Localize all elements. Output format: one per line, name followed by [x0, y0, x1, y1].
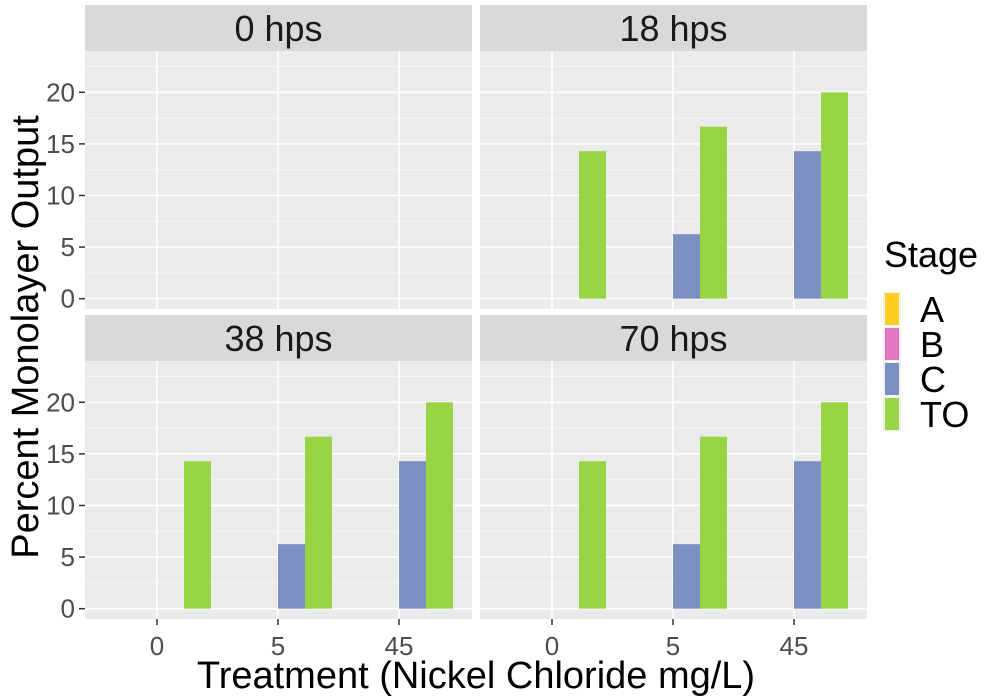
bar-C-5	[673, 544, 700, 609]
y-tick-label: 20	[46, 387, 75, 417]
x-tick-label: 45	[780, 631, 809, 661]
facet-panel: 18 hps	[480, 5, 867, 309]
legend-label-C: C	[920, 359, 946, 400]
facet-strip	[85, 5, 472, 51]
y-axis-title: Percent Monolayer Output	[5, 115, 47, 559]
facet-panels: 0 hps 18 hps 38 hps 70 hps	[85, 5, 867, 619]
y-tick-label: 20	[46, 77, 75, 107]
legend-swatch-A	[885, 293, 899, 325]
bar-TO-45	[821, 402, 848, 609]
facet-title: 70 hps	[619, 318, 727, 359]
legend-label-TO: TO	[920, 394, 969, 435]
legend-title: Stage	[884, 234, 978, 275]
bar-TO-45	[426, 402, 453, 609]
facet-title: 0 hps	[234, 8, 322, 49]
y-tick-label: 15	[46, 439, 75, 469]
y-tick-label: 0	[61, 594, 75, 624]
x-tick-label: 5	[666, 631, 680, 661]
y-tick-label: 5	[61, 232, 75, 262]
y-tick-label: 0	[61, 284, 75, 314]
y-tick-label: 10	[46, 180, 75, 210]
bar-C-45	[794, 151, 821, 299]
legend-swatch-B	[885, 328, 899, 360]
facet-strip	[85, 315, 472, 361]
facet-title: 38 hps	[224, 318, 332, 359]
bar-TO-5	[305, 436, 332, 609]
legend-swatch-TO	[885, 398, 899, 430]
bar-C-45	[399, 461, 426, 609]
bar-TO-5	[700, 436, 727, 609]
axes: 0 5 10 15 20 0 5 10 15 20 0 5 45 0 5 45	[46, 77, 808, 661]
facet-strip	[480, 5, 867, 51]
legend-label-B: B	[920, 324, 944, 365]
x-tick-label: 5	[271, 631, 285, 661]
bar-TO-45	[821, 92, 848, 299]
bar-TO-0	[579, 151, 606, 299]
x-axis-title: Treatment (Nickel Chloride mg/L)	[197, 655, 755, 697]
legend-label-A: A	[920, 289, 944, 330]
x-tick-label: 0	[150, 631, 164, 661]
x-tick-label: 0	[545, 631, 559, 661]
bar-TO-0	[184, 461, 211, 609]
y-tick-label: 5	[61, 542, 75, 572]
y-tick-label: 15	[46, 129, 75, 159]
facet-title: 18 hps	[619, 8, 727, 49]
bar-C-5	[673, 234, 700, 299]
bar-TO-5	[700, 126, 727, 299]
facet-panel: 0 hps	[85, 5, 472, 309]
x-tick-label: 45	[385, 631, 414, 661]
bar-TO-0	[579, 461, 606, 609]
bar-C-5	[278, 544, 305, 609]
facet-strip	[480, 315, 867, 361]
facet-panel: 38 hps	[85, 315, 472, 619]
y-tick-label: 10	[46, 490, 75, 520]
legend-swatch-C	[885, 363, 899, 395]
facet-panel: 70 hps	[480, 315, 867, 619]
bar-C-45	[794, 461, 821, 609]
